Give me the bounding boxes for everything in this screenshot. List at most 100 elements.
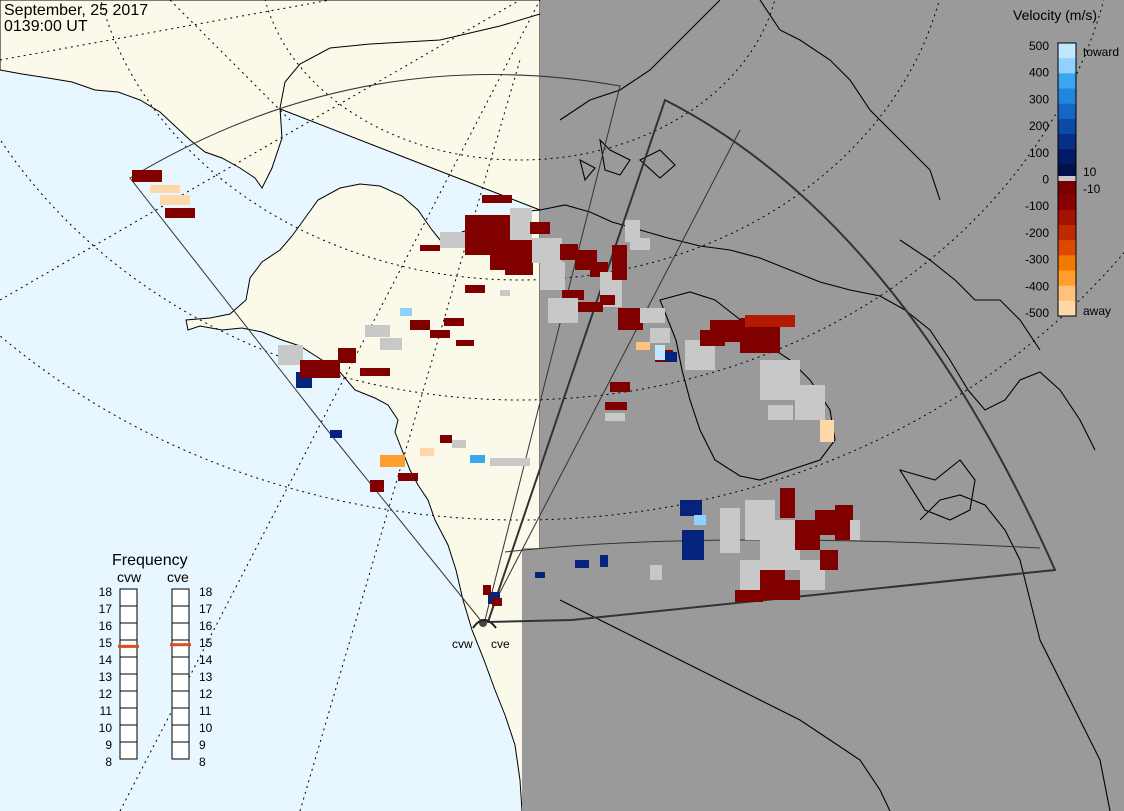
scatter-cell xyxy=(360,368,390,376)
velocity-inner-tick-label: 10 xyxy=(1083,165,1097,179)
scatter-cell xyxy=(745,315,795,327)
frequency-cell xyxy=(171,656,190,675)
frequency-tick-label: 13 xyxy=(99,670,113,684)
scatter-cell xyxy=(465,285,485,293)
velocity-colorbar-segment xyxy=(1058,58,1076,74)
radar-label-cve: cve xyxy=(491,637,510,651)
velocity-colorbar-segment xyxy=(1058,270,1076,287)
scatter-cell xyxy=(735,590,763,602)
velocity-colorbar-segment xyxy=(1058,240,1076,256)
scatter-cell xyxy=(820,420,834,442)
velocity-tick-label: 0 xyxy=(1042,173,1049,187)
scatter-cell xyxy=(160,195,190,205)
scatter-cell xyxy=(535,572,545,578)
frequency-cell xyxy=(119,741,138,760)
scatter-cell xyxy=(560,244,578,260)
scatter-cell xyxy=(680,500,702,516)
frequency-tick-label: 10 xyxy=(99,721,113,735)
velocity-tick-label: 200 xyxy=(1029,119,1049,133)
scatter-cell xyxy=(132,170,162,182)
frequency-tick-label: 11 xyxy=(199,704,212,718)
velocity-colorbar-segment xyxy=(1058,73,1076,89)
frequency-cell xyxy=(119,588,138,607)
scatter-cell xyxy=(510,208,532,248)
scatter-cell xyxy=(760,360,800,400)
velocity-colorbar-segment xyxy=(1058,194,1076,211)
frequency-cell xyxy=(171,707,190,726)
velocity-scale-title: Velocity (m/s) xyxy=(1013,7,1097,23)
frequency-tick-label: 15 xyxy=(99,636,113,650)
night-region xyxy=(522,0,1124,811)
radar-sites: cvw cve xyxy=(452,619,510,651)
frequency-tick-label: 8 xyxy=(105,755,112,769)
scatter-cell xyxy=(278,345,303,365)
velocity-colorbar-segment xyxy=(1058,179,1076,196)
frequency-tick-label: 12 xyxy=(199,687,213,701)
scatter-cell xyxy=(548,298,578,323)
velocity-tick-label: 300 xyxy=(1029,92,1049,106)
scatter-cell xyxy=(820,550,838,570)
frequency-cell xyxy=(171,690,190,709)
velocity-colorbar-segment xyxy=(1058,134,1076,150)
velocity-colorbar-segment xyxy=(1058,118,1076,135)
scatter-cell xyxy=(720,508,740,553)
frequency-cell xyxy=(119,622,138,641)
scatter-cell xyxy=(682,530,704,560)
frequency-label-cve: cve xyxy=(167,569,189,585)
scatter-cell xyxy=(605,413,625,421)
velocity-tick-label: 100 xyxy=(1029,146,1049,160)
velocity-colorbar-segment xyxy=(1058,285,1076,302)
frequency-tick-label: 18 xyxy=(199,585,213,599)
velocity-away-label: away xyxy=(1083,304,1111,318)
velocity-tick-label: 500 xyxy=(1029,39,1049,53)
frequency-tick-label: 17 xyxy=(99,602,113,616)
scatter-cell xyxy=(482,195,512,203)
scatter-cell xyxy=(483,585,491,595)
velocity-inner-tick-label: -10 xyxy=(1083,182,1101,196)
scatter-cell xyxy=(618,308,643,330)
scatter-cell xyxy=(770,580,800,600)
scatter-cell xyxy=(505,240,533,275)
scatter-cell xyxy=(465,215,510,255)
frequency-cell xyxy=(119,656,138,675)
frequency-cell xyxy=(119,639,138,658)
frequency-cell xyxy=(171,724,190,743)
velocity-colorbar-segment xyxy=(1058,88,1076,105)
scatter-cell xyxy=(605,402,627,410)
scatter-cell xyxy=(650,328,670,343)
frequency-tick-label: 13 xyxy=(199,670,213,684)
frequency-tick-label: 14 xyxy=(99,653,113,667)
velocity-colorbar-segment xyxy=(1058,225,1076,241)
radar-label-cvw: cvw xyxy=(452,637,473,651)
scatter-cell xyxy=(612,245,627,280)
scatter-cell xyxy=(300,360,340,378)
scatter-cell xyxy=(600,295,615,305)
scatter-cell xyxy=(610,382,630,392)
radar-site-ring xyxy=(472,619,497,629)
scatter-cell xyxy=(470,455,485,463)
velocity-tick-label: -300 xyxy=(1025,253,1049,267)
scatter-cell xyxy=(365,325,390,337)
frequency-cell xyxy=(171,673,190,692)
scatter-cell xyxy=(625,220,640,242)
radar-fov-outlines xyxy=(129,74,1057,624)
velocity-colorbar: Velocity (m/s) toward away 500 400 300 200 1… xyxy=(1013,7,1119,320)
velocity-zero-band xyxy=(1058,176,1076,181)
velocity-colorbar-segment xyxy=(1058,43,1076,59)
scatter-cell xyxy=(330,430,342,438)
frequency-tick-label: 16 xyxy=(199,619,213,633)
frequency-tick-label: 10 xyxy=(199,721,213,735)
velocity-tick-label: -400 xyxy=(1025,279,1049,293)
velocity-colorbar-segment xyxy=(1058,300,1076,317)
velocity-colorbar-segment xyxy=(1058,209,1076,226)
velocity-colorbar-frame xyxy=(1057,42,1077,317)
frequency-tick-label: 18 xyxy=(99,585,113,599)
frequency-cell xyxy=(171,605,190,624)
scatter-cell xyxy=(532,238,562,263)
frequency-tick-label: 9 xyxy=(199,738,206,752)
scatter-cell xyxy=(398,473,418,481)
scatter-cell xyxy=(370,480,384,492)
scatter-cell xyxy=(578,302,603,312)
